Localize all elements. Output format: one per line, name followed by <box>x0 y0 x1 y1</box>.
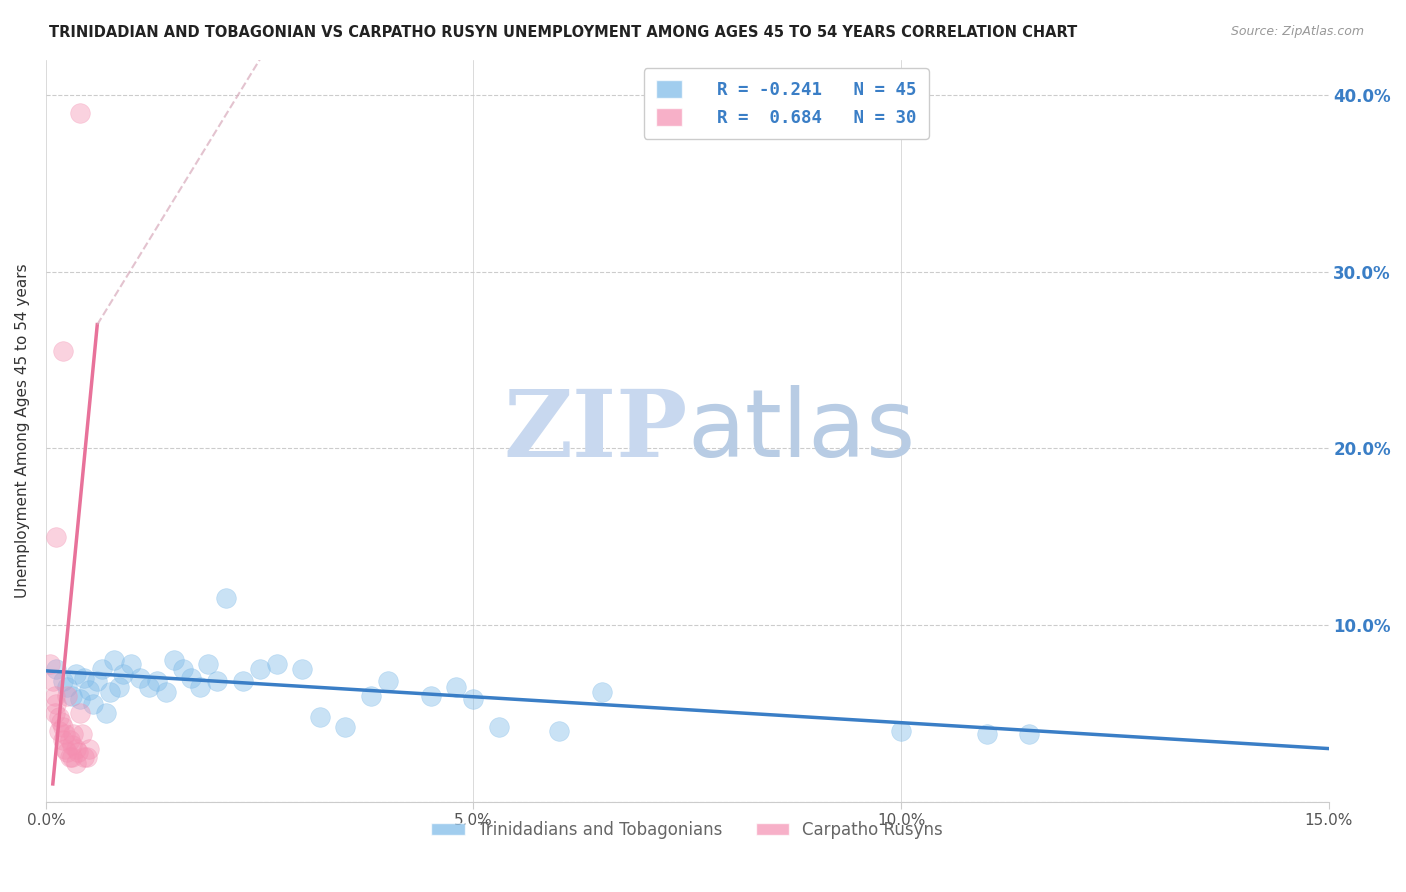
Point <box>70 727 93 741</box>
Point <box>94 706 117 721</box>
Point <box>76 750 98 764</box>
Point <box>155 685 177 699</box>
Point <box>67 745 90 759</box>
Point <box>172 662 194 676</box>
Point <box>419 689 441 703</box>
Point <box>65 741 87 756</box>
Point <box>591 685 613 699</box>
Point <box>976 727 998 741</box>
Point <box>52 674 75 689</box>
Point <box>197 657 219 671</box>
Point <box>138 680 160 694</box>
Point <box>890 723 912 738</box>
Y-axis label: Unemployment Among Ages 45 to 54 years: Unemployment Among Ages 45 to 54 years <box>15 263 30 598</box>
Point <box>377 674 399 689</box>
Point <box>111 667 134 681</box>
Point <box>249 662 271 676</box>
Point <box>45 662 67 676</box>
Point <box>42 674 65 689</box>
Point <box>488 720 510 734</box>
Point <box>59 750 82 764</box>
Point <box>56 689 79 703</box>
Point <box>98 685 121 699</box>
Text: TRINIDADIAN AND TOBAGONIAN VS CARPATHO RUSYN UNEMPLOYMENT AMONG AGES 45 TO 54 YE: TRINIDADIAN AND TOBAGONIAN VS CARPATHO R… <box>49 25 1077 40</box>
Point <box>335 720 357 734</box>
Point <box>53 727 76 741</box>
Text: atlas: atlas <box>688 384 915 476</box>
Point <box>52 344 75 359</box>
Point <box>90 662 112 676</box>
Point <box>53 741 76 756</box>
Point <box>291 662 314 676</box>
Text: ZIP: ZIP <box>503 385 688 475</box>
Point <box>129 671 152 685</box>
Point <box>48 710 70 724</box>
Point <box>48 723 70 738</box>
Point <box>107 680 129 694</box>
Point <box>51 715 73 730</box>
Point <box>60 750 83 764</box>
Point <box>56 680 79 694</box>
Point <box>73 671 96 685</box>
Point <box>188 680 211 694</box>
Point <box>86 674 108 689</box>
Point <box>52 720 75 734</box>
Point <box>45 698 67 712</box>
Point <box>60 738 83 752</box>
Point <box>44 706 66 721</box>
Point <box>62 727 84 741</box>
Point <box>446 680 468 694</box>
Point <box>69 706 91 721</box>
Point <box>69 692 91 706</box>
Point <box>121 657 143 671</box>
Legend: Trinidadians and Tobagonians, Carpatho Rusyns: Trinidadians and Tobagonians, Carpatho R… <box>425 814 950 846</box>
Point <box>205 674 228 689</box>
Point <box>69 105 91 120</box>
Point <box>59 732 82 747</box>
Point <box>60 689 83 703</box>
Point <box>77 741 100 756</box>
Point <box>360 689 382 703</box>
Point <box>56 745 79 759</box>
Point <box>146 674 169 689</box>
Point <box>266 657 288 671</box>
Point <box>214 591 236 606</box>
Point <box>180 671 202 685</box>
Point <box>82 698 104 712</box>
Point <box>44 689 66 703</box>
Point <box>103 653 125 667</box>
Point <box>308 710 330 724</box>
Point <box>65 667 87 681</box>
Point <box>52 732 75 747</box>
Point <box>232 674 254 689</box>
Point <box>39 657 62 671</box>
Point <box>45 530 67 544</box>
Point <box>548 723 571 738</box>
Text: Source: ZipAtlas.com: Source: ZipAtlas.com <box>1230 25 1364 38</box>
Point <box>73 750 96 764</box>
Point <box>77 683 100 698</box>
Point <box>463 692 485 706</box>
Point <box>65 756 87 770</box>
Point <box>163 653 186 667</box>
Point <box>1018 727 1040 741</box>
